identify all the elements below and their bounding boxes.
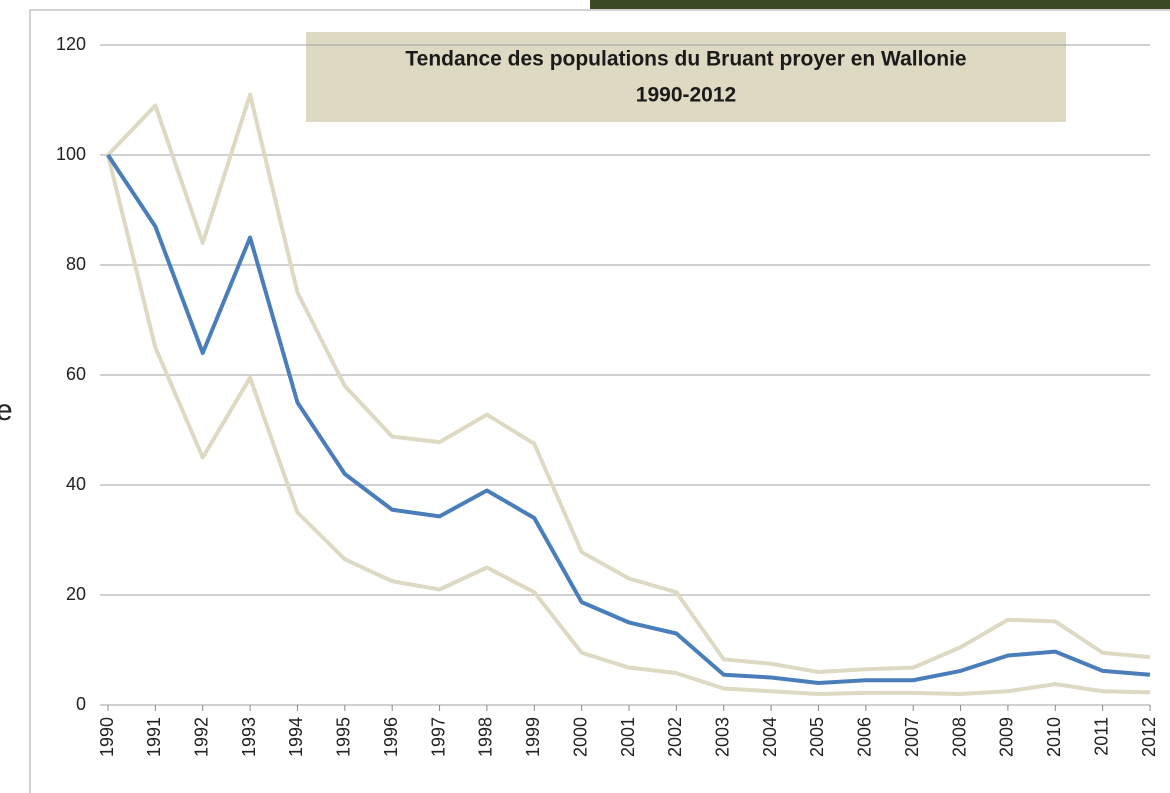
x-tick-label: 2003 [712,717,732,757]
y-tick-label: 20 [66,584,86,604]
side-text: e [0,394,13,427]
x-tick-label: 1992 [191,717,211,757]
x-tick-label: 2011 [1091,717,1111,756]
x-tick-label: 2008 [949,717,969,757]
y-tick-label: 40 [66,474,86,494]
y-tick-label: 0 [76,694,86,714]
chart-subtitle: 1990-2012 [636,84,736,107]
x-tick-label: 1995 [334,717,354,757]
x-tick-label: 2005 [807,717,827,757]
y-tick-label: 80 [66,254,86,274]
x-tick-label: 2001 [618,717,638,757]
y-tick-label: 100 [56,144,86,164]
x-tick-label: 2012 [1139,717,1159,757]
chart-frame [29,9,1170,793]
photo-edge [590,0,1170,9]
y-tick-label: 120 [56,34,86,54]
x-tick-label: 2009 [997,717,1017,757]
title-box [306,32,1066,122]
y-tick-label: 60 [66,364,86,384]
x-tick-label: 1999 [523,717,543,757]
x-tick-label: 1997 [428,717,448,757]
x-tick-label: 2004 [760,717,780,757]
x-tick-label: 2006 [855,717,875,757]
series-line [106,153,1151,685]
x-tick-label: 1994 [286,717,306,757]
x-tick-label: 1991 [144,717,164,757]
x-tick-label: 1996 [381,717,401,757]
series-line [106,154,1151,696]
chart-title: Tendance des populations du Bruant proye… [405,48,966,71]
x-tick-label: 1990 [97,717,117,757]
x-tick-label: 2010 [1044,717,1064,757]
x-tick-label: 2002 [665,717,685,757]
x-tick-label: 2007 [902,717,922,757]
x-tick-label: 1998 [476,717,496,757]
x-tick-label: 1993 [239,717,259,757]
x-tick-label: 2000 [570,717,590,757]
series-line [106,92,1151,674]
